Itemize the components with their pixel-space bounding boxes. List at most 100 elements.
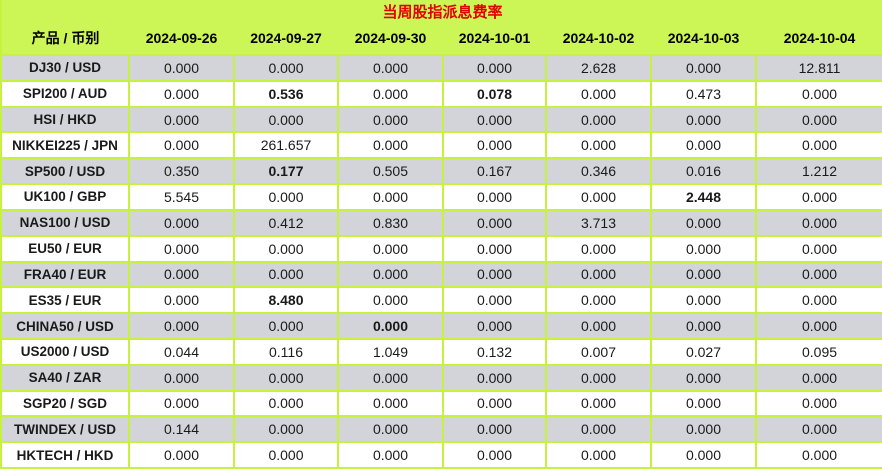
rate-cell: 0.473 xyxy=(650,79,757,108)
rate-cell: 0.000 xyxy=(128,54,235,82)
rate-cell: 0.000 xyxy=(545,260,652,289)
rate-cell: 0.000 xyxy=(128,389,235,418)
rate-cell: 0.000 xyxy=(442,260,547,289)
rate-cell: 0.000 xyxy=(545,312,652,340)
rate-cell: 0.000 xyxy=(128,79,235,108)
rate-cell: 0.000 xyxy=(128,208,235,237)
rate-cell: 0.000 xyxy=(754,389,882,418)
rate-cell: 0.350 xyxy=(128,157,235,186)
rate-cell: 1.049 xyxy=(337,337,444,366)
rate-cell: 0.000 xyxy=(128,260,235,289)
rate-cell: 0.000 xyxy=(650,54,757,82)
table-row: NIKKEI225 / JPN 0.000 261.657 0.000 0.000 0.0… xyxy=(0,131,882,160)
rate-cell: 0.000 xyxy=(128,312,235,340)
product-cell: HSI / HKD xyxy=(0,105,130,134)
column-header-date: 2024-09-30 xyxy=(338,22,443,55)
rate-cell: 0.000 xyxy=(337,312,444,340)
table-row: NAS100 / USD 0.000 0.412 0.830 0.000 3.713 0.0… xyxy=(0,208,882,237)
table-title-row: 当周股指派息费率 xyxy=(1,0,882,22)
rate-cell: 0.000 xyxy=(650,415,757,444)
table-row: DJ30 / USD 0.000 0.000 0.000 0.000 2.628 0.000… xyxy=(0,54,882,82)
rate-cell: 0.000 xyxy=(754,183,882,211)
table-row: ES35 / EUR 0.000 8.480 0.000 0.000 0.000 0.000… xyxy=(0,286,882,315)
rate-cell: 0.000 xyxy=(442,54,547,82)
product-cell: EU50 / EUR xyxy=(0,234,130,263)
rate-cell: 0.000 xyxy=(545,286,652,315)
product-cell: UK100 / GBP xyxy=(0,183,130,211)
rate-cell: 0.000 xyxy=(337,415,444,444)
product-cell: ES35 / EUR xyxy=(0,286,130,315)
rate-cell: 0.412 xyxy=(233,208,339,237)
rate-cell: 1.212 xyxy=(754,157,882,186)
rate-cell: 0.000 xyxy=(233,363,339,392)
rate-cell: 0.000 xyxy=(754,415,882,444)
rate-cell: 0.000 xyxy=(233,312,339,340)
page-title: 当周股指派息费率 xyxy=(1,0,882,22)
rate-cell: 0.000 xyxy=(233,415,339,444)
rate-cell: 0.000 xyxy=(442,363,547,392)
rate-cell: 12.811 xyxy=(754,54,882,82)
rate-cell: 0.000 xyxy=(337,389,444,418)
rate-cell: 0.000 xyxy=(545,363,652,392)
rate-cell: 0.000 xyxy=(650,389,757,418)
rate-cell: 0.000 xyxy=(337,105,444,134)
rate-cell: 0.000 xyxy=(545,183,652,211)
rate-cell: 0.000 xyxy=(128,363,235,392)
rate-cell: 0.000 xyxy=(233,105,339,134)
rate-cell: 0.346 xyxy=(545,157,652,186)
table-row: SP500 / USD 0.350 0.177 0.505 0.167 0.346 0.01… xyxy=(0,157,882,186)
rate-cell: 0.830 xyxy=(337,208,444,237)
rate-cell: 261.657 xyxy=(233,131,339,160)
product-cell: SGP20 / SGD xyxy=(0,389,130,418)
rate-cell: 0.536 xyxy=(233,79,339,108)
column-header-product: 产品 / 币别 xyxy=(1,22,129,55)
table-row: FRA40 / EUR 0.000 0.000 0.000 0.000 0.000 0.00… xyxy=(0,260,882,289)
table-row: EU50 / EUR 0.000 0.000 0.000 0.000 0.000 0.000… xyxy=(0,234,882,263)
rate-cell: 0.000 xyxy=(233,260,339,289)
rate-cell: 0.000 xyxy=(128,131,235,160)
rate-cell: 0.000 xyxy=(233,54,339,82)
rate-cell: 0.044 xyxy=(128,337,235,366)
rate-cell: 0.000 xyxy=(337,234,444,263)
rate-cell: 0.000 xyxy=(233,389,339,418)
rate-cell: 0.000 xyxy=(337,260,444,289)
rate-cell: 0.000 xyxy=(442,312,547,340)
product-cell: SA40 / ZAR xyxy=(0,363,130,392)
product-cell: CHINA50 / USD xyxy=(0,312,130,340)
column-header-date: 2024-09-26 xyxy=(129,22,234,55)
rate-cell: 0.144 xyxy=(128,415,235,444)
rate-cell: 0.000 xyxy=(337,286,444,315)
rate-cell: 0.177 xyxy=(233,157,339,186)
rate-cell: 0.000 xyxy=(754,286,882,315)
rate-cell: 0.000 xyxy=(128,234,235,263)
table-row: HSI / HKD 0.000 0.000 0.000 0.000 0.000 0.000 0… xyxy=(0,105,882,134)
rate-cell: 2.628 xyxy=(545,54,652,82)
table-row: SGP20 / SGD 0.000 0.000 0.000 0.000 0.000 0.00… xyxy=(0,389,882,418)
column-header-date: 2024-09-27 xyxy=(234,22,338,55)
rate-cell: 0.000 xyxy=(650,208,757,237)
rate-cell: 0.000 xyxy=(337,79,444,108)
rate-cell: 0.000 xyxy=(650,234,757,263)
product-cell: HKTECH / HKD xyxy=(0,441,130,469)
rate-cell: 0.116 xyxy=(233,337,339,366)
rate-cell: 0.000 xyxy=(545,234,652,263)
rate-cell: 0.000 xyxy=(754,131,882,160)
table-row: US2000 / USD 0.044 0.116 1.049 0.132 0.007 0.0… xyxy=(0,337,882,366)
rate-cell: 0.000 xyxy=(233,441,339,469)
rate-cell: 0.000 xyxy=(233,234,339,263)
rate-cell: 0.000 xyxy=(754,79,882,108)
rate-cell: 0.000 xyxy=(442,389,547,418)
rate-cell: 3.713 xyxy=(545,208,652,237)
column-header-row: 产品 / 币别 2024-09-26 2024-09-27 2024-09-30 20… xyxy=(1,22,882,55)
column-header-date: 2024-10-02 xyxy=(546,22,651,55)
rate-cell: 0.000 xyxy=(650,286,757,315)
product-cell: NAS100 / USD xyxy=(0,208,130,237)
rate-cell: 0.000 xyxy=(754,234,882,263)
rate-cell: 0.000 xyxy=(442,415,547,444)
rate-cell: 0.505 xyxy=(337,157,444,186)
table-row: SA40 / ZAR 0.000 0.000 0.000 0.000 0.000 0.000… xyxy=(0,363,882,392)
rate-cell: 0.000 xyxy=(442,131,547,160)
rate-cell: 0.000 xyxy=(650,441,757,469)
rate-cell: 0.016 xyxy=(650,157,757,186)
rate-cell: 0.000 xyxy=(442,286,547,315)
